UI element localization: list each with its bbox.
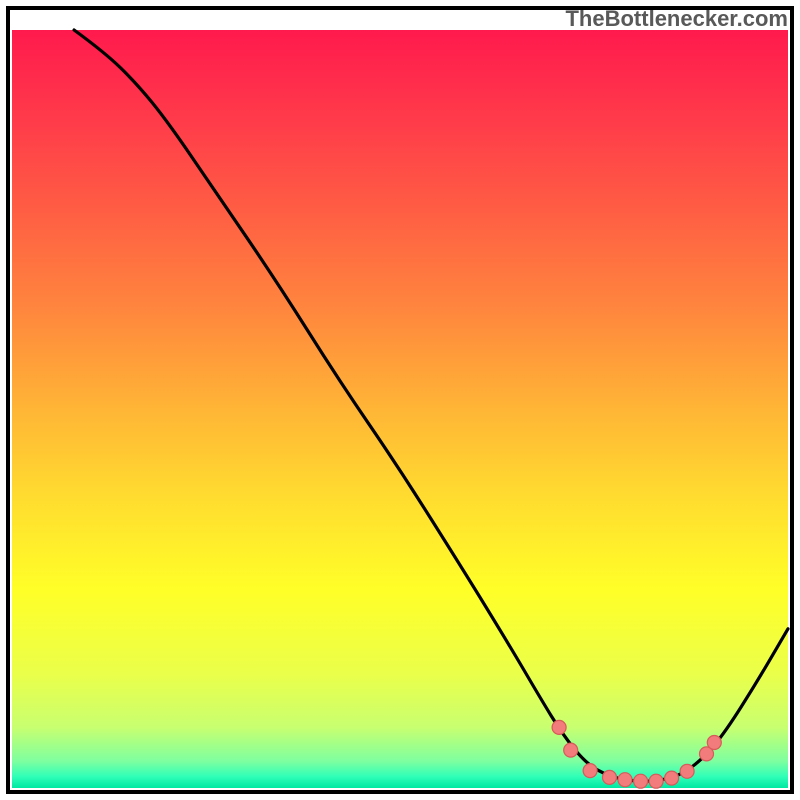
- curve-marker: [603, 770, 617, 784]
- curve-marker: [564, 743, 578, 757]
- curve-marker: [649, 774, 663, 788]
- curve-marker: [634, 774, 648, 788]
- curve-marker: [552, 720, 566, 734]
- chart-container: TheBottlenecker.com: [0, 0, 800, 800]
- curve-marker: [680, 764, 694, 778]
- curve-marker: [618, 773, 632, 787]
- curve-marker: [707, 736, 721, 750]
- chart-background: [12, 30, 788, 788]
- curve-marker: [665, 771, 679, 785]
- bottleneck-curve-chart: [0, 0, 800, 800]
- curve-marker: [583, 764, 597, 778]
- attribution-label: TheBottlenecker.com: [565, 6, 788, 32]
